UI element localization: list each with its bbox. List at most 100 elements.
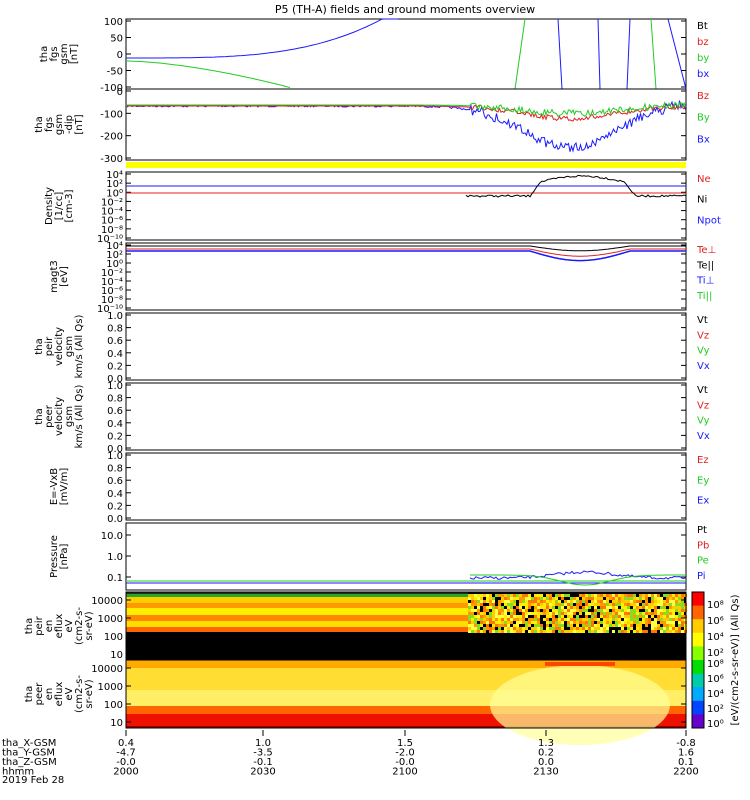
- spectrogram-cell: [480, 612, 483, 615]
- ephemeris-label: tha_X-GSM: [2, 738, 56, 749]
- legend-entry: Bz: [697, 91, 709, 102]
- spectrogram-cell: [651, 597, 654, 600]
- spectrogram-cell: [477, 624, 480, 627]
- spectrogram-cell: [504, 594, 507, 597]
- spectrogram-cell: [654, 597, 657, 600]
- spectrogram-cell: [639, 615, 642, 618]
- spectrogram-cell: [663, 627, 666, 630]
- spectrogram-cell: [645, 624, 648, 627]
- spectrogram-cell: [603, 594, 606, 597]
- spectrogram-cell: [537, 597, 540, 600]
- spectrogram-cell: [561, 627, 564, 630]
- y-tick-label: -100: [100, 109, 123, 120]
- spectrogram-cell: [543, 612, 546, 615]
- spectrogram-cell: [510, 597, 513, 600]
- y-tick-label: 10⁻¹⁰: [97, 304, 123, 315]
- spectrogram-cell: [525, 627, 528, 630]
- spectrogram-cell: [537, 615, 540, 618]
- spectrogram-cell: [621, 627, 624, 630]
- spectrogram-cell: [627, 600, 630, 603]
- spectrogram-cell: [474, 627, 477, 630]
- spectrogram-cell: [669, 606, 672, 609]
- ephemeris-value: 0.1: [678, 757, 694, 768]
- series-bz-line: [126, 103, 686, 122]
- spectrogram-cell: [585, 612, 588, 615]
- spectrogram-cell: [516, 606, 519, 609]
- spectrogram-cell: [588, 612, 591, 615]
- spectrogram-cell: [471, 618, 474, 621]
- spectrogram-cell: [495, 606, 498, 609]
- spectrogram-cell: [555, 624, 558, 627]
- flag-bar: [126, 162, 686, 168]
- spectrogram-cell: [495, 621, 498, 624]
- spectrogram-cell: [633, 609, 636, 612]
- spectrogram-cell: [678, 627, 681, 630]
- spectrogram-cell: [615, 600, 618, 603]
- spectrogram-cell: [594, 597, 597, 600]
- spectrogram-cell: [477, 627, 480, 630]
- spectrogram-cell: [552, 615, 555, 618]
- spectrogram-cell: [561, 606, 564, 609]
- legend-entry: Vx: [697, 361, 710, 372]
- spectrogram-cell: [489, 630, 492, 633]
- spectrogram-cell: [474, 615, 477, 618]
- spectrogram-cell: [657, 609, 660, 612]
- spectrogram-cell: [564, 618, 567, 621]
- spectrogram-cell: [645, 615, 648, 618]
- spectrogram-cell: [666, 594, 669, 597]
- spectrogram-cell: [471, 630, 474, 633]
- spectrogram-cell: [579, 627, 582, 630]
- colorbar-tick-label: 10⁸: [707, 659, 724, 670]
- series-bx-line: [125, 100, 686, 153]
- y-tick-label: 10000: [91, 596, 123, 607]
- spectrogram-cell: [573, 627, 576, 630]
- spectrogram-cell: [546, 621, 549, 624]
- spectrogram-cell: [561, 609, 564, 612]
- spectrogram-cell: [600, 606, 603, 609]
- spectrogram-cell: [537, 621, 540, 624]
- spectrogram-cell: [594, 618, 597, 621]
- spectrogram-cell: [597, 597, 600, 600]
- colorbar-tick-label: 10⁶: [707, 616, 724, 627]
- y-tick-label: 0.4: [107, 489, 123, 500]
- spectrogram-cell: [555, 612, 558, 615]
- legend-entry: Vx: [697, 431, 710, 442]
- spectrogram-cell: [570, 606, 573, 609]
- spectrogram-cell: [606, 630, 609, 633]
- spectrogram-cell: [585, 597, 588, 600]
- spectrogram-cell: [675, 618, 678, 621]
- spectrogram-cell: [612, 624, 615, 627]
- spectrogram-cell: [675, 600, 678, 603]
- spectrogram-cell: [600, 621, 603, 624]
- spectrogram-cell: [621, 603, 624, 606]
- spectrogram-cell: [471, 600, 474, 603]
- colorbar-segment: [692, 632, 704, 647]
- spectrogram-cell: [540, 630, 543, 633]
- spectrogram-cell: [642, 612, 645, 615]
- spectrogram-band: [126, 608, 468, 615]
- spectrogram-cell: [471, 603, 474, 606]
- spectrogram-cell: [495, 612, 498, 615]
- spectrogram-cell: [507, 603, 510, 606]
- spectrogram-cell: [633, 612, 636, 615]
- spectrogram-cell: [666, 603, 669, 606]
- spectrogram-cell: [585, 618, 588, 621]
- spectrogram-cell: [519, 609, 522, 612]
- spectrogram-cell: [630, 618, 633, 621]
- ephemeris-label: tha_Y-GSM: [2, 748, 55, 759]
- spectrogram-cell: [621, 615, 624, 618]
- spectrogram-cell: [672, 621, 675, 624]
- spectrogram-cell: [480, 603, 483, 606]
- spectrogram-cell: [489, 621, 492, 624]
- spectrogram-cell: [639, 630, 642, 633]
- spectrogram-cell: [654, 603, 657, 606]
- y-tick-label: 10⁻⁶: [101, 286, 123, 297]
- spectrogram-cell: [525, 621, 528, 624]
- spectrogram-cell: [504, 609, 507, 612]
- spectrogram-cell: [678, 630, 681, 633]
- spectrogram-cell: [576, 627, 579, 630]
- spectrogram-cell: [492, 615, 495, 618]
- spectrogram-cell: [642, 618, 645, 621]
- spectrogram-cell: [468, 621, 471, 624]
- spectrogram-cell: [546, 606, 549, 609]
